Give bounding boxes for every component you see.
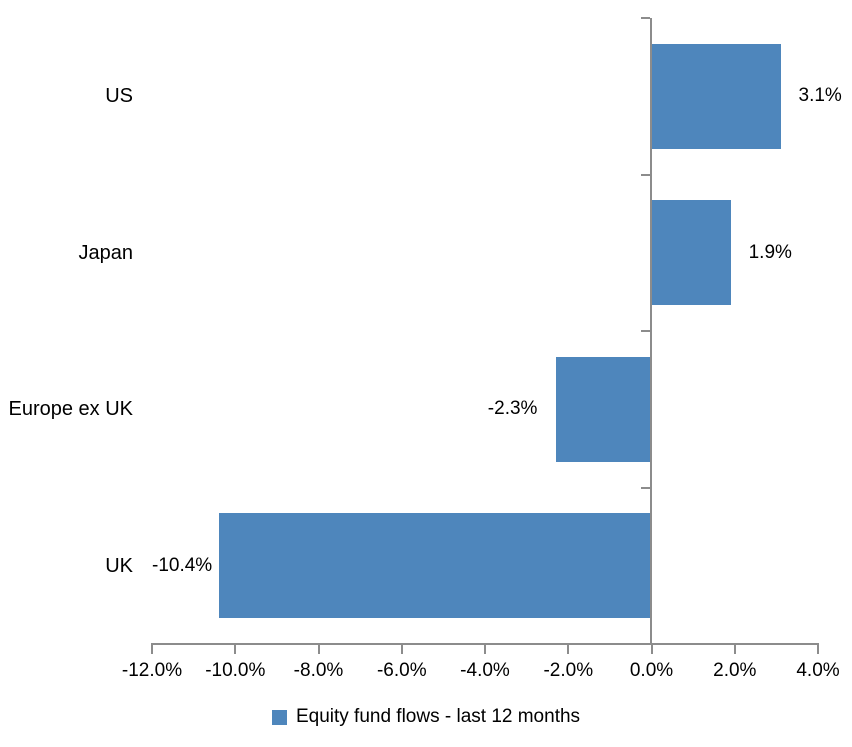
legend-square-icon [271, 709, 287, 725]
x-tick [650, 644, 653, 654]
x-tick-label: -10.0% [205, 660, 266, 681]
category-label: Europe ex UK [8, 398, 133, 421]
legend-label: Equity fund flows - last 12 months [295, 706, 581, 727]
y-tick [641, 17, 650, 19]
y-tick [641, 330, 650, 332]
category-label: US [105, 85, 133, 108]
x-tick-label: -12.0% [121, 660, 183, 681]
data-label: 3.1% [798, 85, 842, 107]
x-tick [317, 644, 320, 654]
x-tick-label: -8.0% [293, 660, 344, 681]
data-label: -10.4% [152, 554, 213, 576]
x-tick-label: 0.0% [629, 660, 674, 681]
bar [651, 200, 731, 306]
data-label: -2.3% [487, 398, 538, 420]
x-tick [484, 644, 486, 654]
x-tick-label: 4.0% [796, 660, 840, 681]
y-tick [641, 173, 650, 176]
x-tick [400, 644, 403, 654]
x-tick-label: -2.0% [543, 660, 594, 681]
category-label: UK [105, 554, 133, 577]
legend: Equity fund flows - last 12 months [0, 705, 852, 729]
x-tick [234, 644, 237, 654]
bar [555, 356, 652, 462]
x-tick-label: -6.0% [376, 660, 427, 681]
data-label: 1.9% [748, 241, 792, 263]
category-label: Japan [78, 241, 134, 264]
x-tick [151, 644, 153, 654]
x-tick-label: -4.0% [460, 660, 510, 681]
x-tick [567, 644, 570, 654]
y-tick [641, 643, 650, 645]
y-axis-line [650, 18, 652, 644]
bar [218, 513, 652, 619]
y-tick [641, 486, 650, 489]
bar [651, 43, 781, 149]
x-tick-label: 2.0% [713, 660, 757, 681]
x-tick [733, 644, 736, 654]
x-tick [817, 644, 819, 654]
